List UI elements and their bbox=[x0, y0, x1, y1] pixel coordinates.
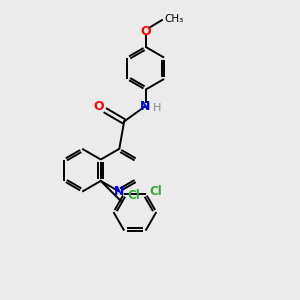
Text: O: O bbox=[140, 25, 151, 38]
Text: Cl: Cl bbox=[128, 189, 140, 203]
Text: O: O bbox=[94, 100, 104, 113]
Text: N: N bbox=[140, 100, 151, 112]
Text: Cl: Cl bbox=[149, 184, 162, 198]
Text: H: H bbox=[153, 103, 161, 113]
Text: N: N bbox=[114, 185, 124, 198]
Text: CH₃: CH₃ bbox=[165, 14, 184, 24]
